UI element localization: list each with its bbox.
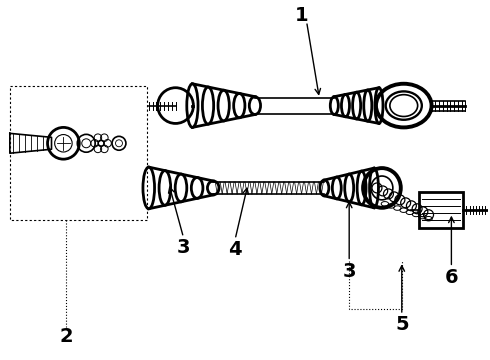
Text: 5: 5 [395,315,409,334]
Text: 2: 2 [60,327,73,346]
Text: 1: 1 [295,6,308,25]
Text: 6: 6 [444,268,458,287]
Text: 4: 4 [228,240,242,259]
Text: 3: 3 [177,238,190,257]
Text: 3: 3 [343,262,356,281]
Bar [10,86,147,220]
Bar [418,192,464,228]
